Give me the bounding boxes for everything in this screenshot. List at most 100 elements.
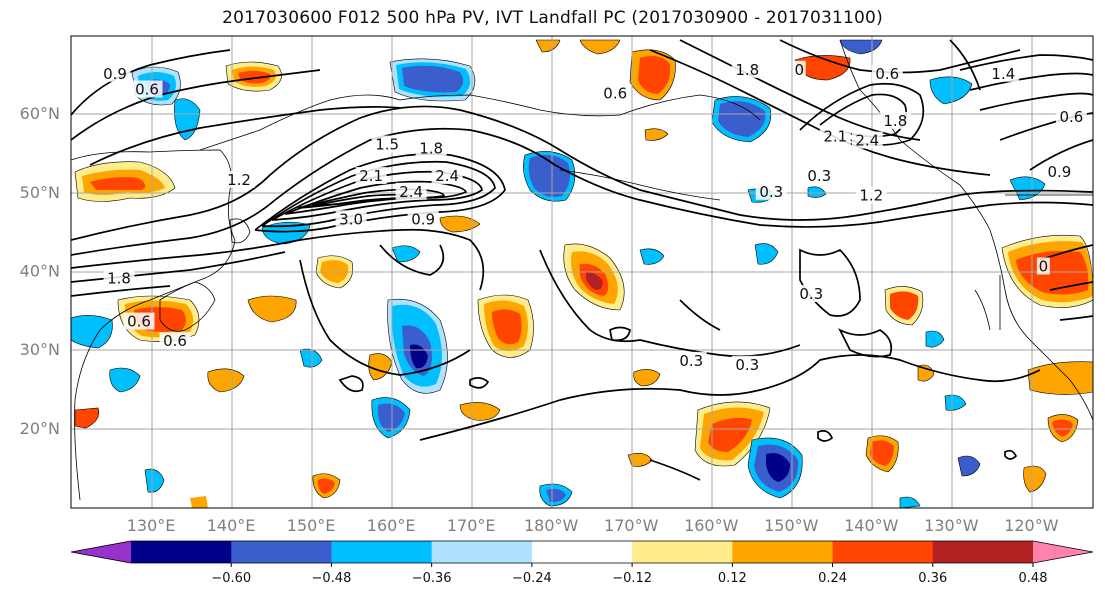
contour-label: 0.6 [603, 84, 627, 102]
lon-label-150°E: 150°E [287, 516, 336, 535]
contour-label-bg [819, 127, 851, 145]
contour-label: 1.8 [419, 139, 443, 157]
colorbar-tick-label: −0.24 [512, 571, 552, 586]
colorbar-swatch [331, 541, 433, 563]
contour-label-bg [851, 131, 883, 149]
map-title: 2017030600 F012 500 hPa PV, IVT Landfall… [222, 8, 883, 28]
lat-label-20°N: 20°N [20, 419, 60, 438]
contour-label: 2.4 [399, 183, 423, 201]
contour-label-bg [131, 80, 163, 98]
colorbar-swatch [932, 541, 1034, 563]
colorbar-tick-label: 0.24 [818, 571, 847, 586]
colorbar-tick-label: −0.12 [612, 571, 652, 586]
contour-label-bg [675, 351, 707, 369]
contour-label-bg [371, 135, 403, 153]
colorbar-tick-label: 0.12 [718, 571, 747, 586]
contour-label: 2.1 [359, 167, 383, 185]
contour-label-bg [407, 210, 439, 228]
contour-label: 0.6 [127, 313, 151, 331]
contour-label: 2.4 [435, 167, 459, 185]
contour-label-bg [987, 64, 1019, 82]
contour-label: 0.9 [1047, 163, 1071, 181]
contour-label: 1.4 [991, 65, 1015, 83]
contour-label: 0.6 [163, 332, 187, 350]
contour-label-bg [415, 139, 447, 157]
contour-label: 1.5 [375, 136, 399, 154]
contour-label: 1.8 [883, 112, 907, 130]
map-frame [70, 35, 1094, 509]
contour-label: 1.8 [735, 61, 759, 79]
lat-label-40°N: 40°N [20, 261, 60, 280]
lat-label-50°N: 50°N [20, 183, 60, 202]
contour-label: 0.9 [411, 210, 435, 228]
contour-label: 3.0 [339, 210, 363, 228]
contour-label-bg [395, 182, 427, 200]
contour-label-bg [755, 182, 787, 200]
longitude-labels: 130°E 140°E 150°E 160°E 170°E 180°W 170°W 160°W… [127, 516, 1059, 535]
colorbar-tick-label: −0.36 [412, 571, 452, 586]
colorbar-swatch [231, 541, 332, 563]
colorbar-swatch [131, 541, 232, 563]
colorbar-swatch [71, 541, 131, 563]
lon-label-160°E: 160°E [367, 516, 416, 535]
colorbar-swatch [732, 541, 834, 563]
colorbar-swatch [531, 541, 633, 563]
contour-label: 2.1 [823, 128, 847, 146]
contour-label-bg [879, 111, 911, 129]
contour-label-bg [159, 332, 191, 350]
lon-label-180°W: 180°W [524, 516, 579, 535]
colorbar-tick-label: 0.48 [1019, 571, 1048, 586]
contour-label-bg [855, 186, 887, 204]
contour-labels: 0.9 0.6 1.2 1.5 1.8 2.1 2.4 2.4 3.0 0.9 1.8 0.6 0.6 0… [99, 60, 1087, 374]
contour-label: 0.6 [135, 80, 159, 98]
contour-label-bg [731, 60, 763, 78]
lat-label-60°N: 60°N [20, 104, 60, 123]
contour-label-bg [99, 64, 131, 82]
colorbar-tick-label: −0.48 [312, 571, 352, 586]
colorbar-swatch [1033, 541, 1093, 563]
lon-label-120°W: 120°W [1004, 516, 1059, 535]
contour-label: 0.3 [679, 352, 703, 370]
colorbar-outline [70, 540, 1094, 564]
contour-label: 0.6 [1059, 108, 1083, 126]
colorbar: −0.60 −0.48 −0.36 −0.24 −0.12 0.12 0.24 0.36 0.4… [70, 540, 1094, 586]
coastlines [71, 39, 1093, 501]
contour-label-bg [1036, 257, 1050, 275]
contour-label: 0.9 [103, 65, 127, 83]
contour-label: 1.8 [107, 269, 131, 287]
contour-label-bg [871, 64, 903, 82]
latitude-labels: 60°N 50°N 40°N 30°N 20°N [20, 104, 60, 438]
lon-label-140°E: 140°E [207, 516, 256, 535]
contour-label: 1.2 [859, 187, 883, 205]
contour-label-bg [355, 167, 387, 185]
colorbar-swatch [431, 541, 533, 563]
lon-label-130°E: 130°E [127, 516, 176, 535]
contour-label-bg [803, 167, 835, 185]
contour-label-bg [123, 312, 155, 330]
lon-label-150°W: 150°W [764, 516, 819, 535]
contour-label: 2.4 [855, 132, 879, 150]
contour-label-bg [731, 355, 763, 373]
colorbar-tick-label: −0.60 [211, 571, 251, 586]
contour-label: 0.6 [875, 65, 899, 83]
contour-label-bg [792, 60, 806, 78]
colorbar-tick-label: 0.36 [918, 571, 947, 586]
contour-label: 0.3 [735, 356, 759, 374]
lon-label-170°W: 170°W [604, 516, 659, 535]
contour-label: 0.3 [759, 183, 783, 201]
contour-label-bg [223, 170, 255, 188]
contour-label-bg [1043, 163, 1075, 181]
contour-label-bg [431, 167, 463, 185]
lon-label-160°W: 160°W [684, 516, 739, 535]
contour-label: 0.3 [799, 285, 823, 303]
contour-label: 0.3 [807, 167, 831, 185]
lon-label-140°W: 140°W [844, 516, 899, 535]
contour-label-bg [795, 285, 827, 303]
contour-label-bg [599, 84, 631, 102]
contour-label-bg [1055, 108, 1087, 126]
lon-label-130°W: 130°W [924, 516, 979, 535]
contour-label: 0 [795, 61, 805, 79]
contour-label-bg [103, 269, 135, 287]
colorbar-swatch [832, 541, 934, 563]
